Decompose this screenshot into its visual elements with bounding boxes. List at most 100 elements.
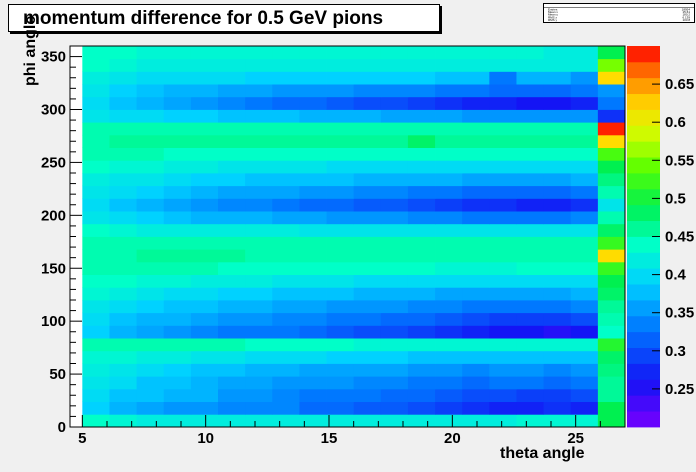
heatmap-cell bbox=[109, 300, 137, 314]
heatmap-cell bbox=[218, 122, 246, 136]
heatmap-cell bbox=[570, 71, 599, 85]
heatmap-cell bbox=[570, 287, 599, 301]
heatmap-cell bbox=[245, 185, 273, 199]
heatmap-cell bbox=[163, 376, 192, 390]
heatmap-cell bbox=[462, 134, 490, 148]
heatmap-cell bbox=[380, 300, 409, 314]
heatmap-cell bbox=[245, 287, 273, 301]
heatmap-cell bbox=[543, 300, 572, 314]
heatmap-cell bbox=[597, 109, 626, 123]
colorbar-tick-label: 0.3 bbox=[665, 343, 686, 360]
heatmap-cell bbox=[190, 160, 219, 174]
heatmap-cell bbox=[109, 350, 137, 364]
heatmap-cell bbox=[516, 312, 544, 326]
heatmap-cell bbox=[543, 147, 572, 161]
heatmap-cell bbox=[516, 325, 544, 339]
heatmap-cell bbox=[435, 388, 463, 402]
heatmap-cell bbox=[516, 338, 544, 352]
heatmap-cell bbox=[326, 287, 355, 301]
heatmap-cell bbox=[326, 71, 355, 85]
heatmap-cell bbox=[489, 376, 517, 390]
heatmap-cell bbox=[218, 84, 246, 98]
heatmap-cell bbox=[516, 198, 544, 212]
heatmap-cell bbox=[109, 236, 137, 250]
heatmap-cell bbox=[190, 198, 219, 212]
stats-value: 15.61 bbox=[682, 10, 690, 14]
heatmap-cell bbox=[435, 147, 463, 161]
heatmap-cell bbox=[136, 223, 165, 237]
heatmap-cell bbox=[163, 71, 192, 85]
heatmap-cell bbox=[82, 84, 110, 98]
stats-value: 18954 bbox=[682, 8, 691, 12]
heatmap-cell bbox=[82, 300, 110, 314]
colorbar-segment bbox=[627, 411, 660, 428]
heatmap-cell bbox=[109, 261, 137, 275]
heatmap-cell bbox=[543, 160, 572, 174]
heatmap-cell bbox=[516, 363, 544, 377]
heatmap-cell bbox=[190, 325, 219, 339]
heatmap-cell bbox=[326, 109, 355, 123]
heatmap-cell bbox=[82, 363, 110, 377]
heatmap-cell bbox=[82, 350, 110, 364]
heatmap-cell bbox=[245, 173, 273, 187]
colorbar-tick-label: 0.65 bbox=[665, 76, 694, 93]
heatmap-cell bbox=[218, 363, 246, 377]
heatmap-cell bbox=[163, 223, 192, 237]
heatmap-cell bbox=[272, 134, 300, 148]
heatmap-cell bbox=[109, 109, 137, 123]
heatmap-cell bbox=[380, 236, 409, 250]
heatmap-cell bbox=[353, 401, 382, 415]
heatmap-cell bbox=[245, 46, 273, 60]
heatmap-cell bbox=[245, 71, 273, 85]
colorbar-segment bbox=[627, 284, 660, 301]
heatmap-cell bbox=[245, 338, 273, 352]
heatmap-cell bbox=[190, 185, 219, 199]
heatmap-cell bbox=[489, 185, 517, 199]
heatmap-cell bbox=[299, 58, 327, 72]
heatmap-cell bbox=[543, 249, 572, 263]
heatmap-cell bbox=[218, 71, 246, 85]
stats-value: 103.8 bbox=[682, 18, 690, 22]
heatmap-cell bbox=[163, 84, 192, 98]
heatmap-cell bbox=[272, 249, 300, 263]
heatmap-cell bbox=[299, 261, 327, 275]
heatmap-cell bbox=[407, 46, 436, 60]
heatmap-cell bbox=[543, 58, 572, 72]
colorbar-tick-label: 0.5 bbox=[665, 190, 686, 207]
heatmap-cell bbox=[380, 414, 409, 428]
heatmap-cell bbox=[299, 312, 327, 326]
heatmap-cell bbox=[109, 401, 137, 415]
heatmap-cell bbox=[570, 211, 599, 225]
stats-label: RMS x bbox=[548, 15, 558, 19]
heatmap-cell bbox=[570, 338, 599, 352]
heatmap-cell bbox=[543, 401, 572, 415]
colorbar-segment bbox=[627, 173, 660, 190]
y-tick-label: 150 bbox=[41, 260, 66, 277]
heatmap-cell bbox=[543, 236, 572, 250]
heatmap-cell bbox=[299, 223, 327, 237]
colorbar-tick-label: 0.4 bbox=[665, 267, 687, 284]
heatmap-cell bbox=[353, 338, 382, 352]
colorbar-segment bbox=[627, 379, 660, 396]
heatmap-cell bbox=[462, 58, 490, 72]
heatmap-cell bbox=[82, 122, 110, 136]
heatmap-cell bbox=[462, 160, 490, 174]
heatmap-cell bbox=[136, 109, 165, 123]
heatmap-cell bbox=[353, 312, 382, 326]
heatmap-cell bbox=[570, 109, 599, 123]
heatmap-cell bbox=[272, 160, 300, 174]
heatmap-cell bbox=[543, 223, 572, 237]
heatmap-cell bbox=[136, 84, 165, 98]
heatmap-cell bbox=[82, 211, 110, 225]
heatmap-cell bbox=[570, 312, 599, 326]
heatmap-cell bbox=[407, 147, 436, 161]
heatmap-cell bbox=[136, 211, 165, 225]
heatmap-cell bbox=[570, 363, 599, 377]
heatmap-cell bbox=[597, 96, 626, 110]
heatmap-cell bbox=[353, 84, 382, 98]
heatmap-cell bbox=[407, 96, 436, 110]
heatmap-cell bbox=[489, 414, 517, 428]
heatmap-cell bbox=[299, 287, 327, 301]
heatmap-cell bbox=[326, 223, 355, 237]
heatmap-cell bbox=[272, 350, 300, 364]
